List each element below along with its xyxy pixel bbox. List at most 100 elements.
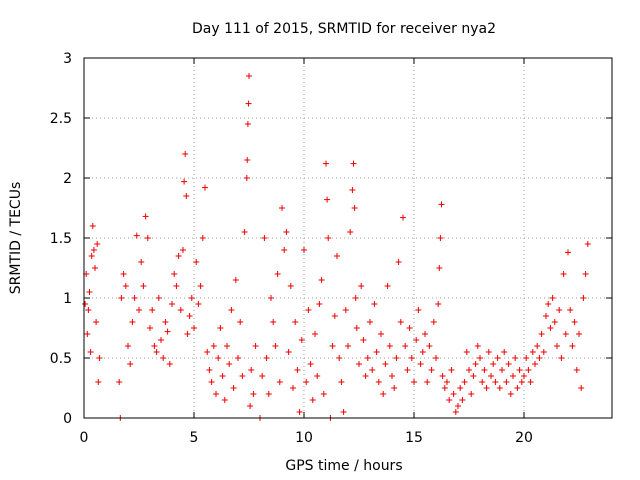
data-point bbox=[551, 319, 558, 325]
data-point bbox=[191, 325, 197, 331]
data-point bbox=[481, 367, 488, 373]
data-point bbox=[283, 229, 290, 235]
data-point bbox=[560, 271, 567, 277]
data-point bbox=[395, 259, 402, 265]
data-point bbox=[345, 343, 351, 349]
data-point bbox=[518, 379, 525, 385]
data-point bbox=[245, 100, 252, 107]
data-point bbox=[316, 301, 323, 307]
data-point bbox=[118, 295, 125, 301]
data-point bbox=[292, 319, 299, 325]
data-point bbox=[352, 295, 359, 301]
data-point bbox=[433, 355, 439, 361]
data-point bbox=[428, 367, 435, 373]
data-point bbox=[422, 331, 428, 337]
data-point bbox=[545, 301, 552, 307]
data-point bbox=[274, 271, 281, 277]
data-point bbox=[356, 361, 362, 367]
x-tick-label: 15 bbox=[405, 430, 423, 446]
data-point bbox=[437, 235, 444, 241]
data-point bbox=[523, 355, 530, 361]
data-point bbox=[474, 343, 481, 349]
data-point bbox=[268, 295, 274, 301]
data-point bbox=[389, 373, 395, 379]
data-point bbox=[82, 301, 89, 307]
data-point bbox=[247, 403, 254, 409]
data-point bbox=[415, 307, 422, 313]
data-point bbox=[217, 325, 224, 331]
data-point bbox=[521, 373, 527, 379]
data-point bbox=[164, 328, 171, 335]
data-point bbox=[565, 249, 571, 256]
data-point bbox=[406, 325, 413, 331]
data-point bbox=[455, 403, 461, 409]
data-point bbox=[567, 307, 574, 313]
data-point bbox=[199, 235, 206, 241]
data-point bbox=[87, 349, 94, 355]
data-point bbox=[166, 361, 173, 367]
data-point bbox=[298, 337, 305, 343]
data-point bbox=[188, 295, 195, 301]
data-point bbox=[323, 160, 329, 167]
data-point bbox=[402, 343, 409, 349]
data-point bbox=[202, 184, 208, 191]
data-point bbox=[580, 295, 587, 301]
data-point bbox=[532, 361, 538, 367]
data-point bbox=[393, 355, 400, 361]
data-point bbox=[558, 355, 565, 361]
data-point bbox=[369, 367, 376, 373]
x-tick-label: 0 bbox=[80, 430, 89, 446]
data-point bbox=[158, 337, 164, 343]
data-point bbox=[527, 379, 534, 385]
data-point bbox=[400, 214, 406, 221]
x-tick-labels: 0 5 10 15 20 bbox=[80, 430, 533, 446]
data-point bbox=[239, 373, 246, 379]
data-point bbox=[408, 355, 415, 361]
data-point bbox=[208, 379, 215, 385]
data-point bbox=[93, 319, 100, 325]
data-point bbox=[441, 385, 448, 391]
data-point bbox=[248, 367, 255, 373]
x-tick-label: 10 bbox=[295, 430, 313, 446]
data-point bbox=[362, 373, 369, 379]
data-point bbox=[382, 361, 389, 367]
data-point bbox=[510, 373, 516, 379]
data-point bbox=[411, 379, 417, 385]
data-point bbox=[235, 355, 241, 361]
data-point bbox=[331, 313, 338, 319]
data-point bbox=[496, 385, 503, 391]
data-point bbox=[88, 253, 95, 259]
data-point bbox=[294, 367, 301, 373]
data-point bbox=[147, 325, 153, 331]
axis-ticks bbox=[83, 57, 612, 419]
data-point bbox=[578, 385, 585, 391]
data-point bbox=[426, 343, 433, 349]
data-point bbox=[173, 283, 180, 289]
data-point bbox=[459, 397, 466, 403]
data-point bbox=[503, 379, 510, 385]
data-point bbox=[424, 379, 431, 385]
data-point bbox=[224, 343, 230, 349]
data-point bbox=[543, 313, 549, 319]
data-point bbox=[193, 259, 200, 265]
data-point bbox=[461, 379, 468, 385]
data-point bbox=[324, 196, 331, 203]
data-point bbox=[446, 397, 453, 403]
data-point bbox=[318, 277, 325, 283]
data-point bbox=[127, 361, 134, 367]
data-point bbox=[358, 283, 365, 289]
data-point bbox=[391, 385, 398, 391]
data-point bbox=[84, 331, 91, 337]
data-point bbox=[457, 385, 464, 391]
data-point bbox=[96, 355, 103, 361]
data-point bbox=[512, 355, 519, 361]
data-point bbox=[140, 283, 147, 289]
data-point bbox=[186, 313, 193, 319]
data-point bbox=[438, 201, 445, 208]
data-point bbox=[452, 409, 459, 415]
data-point bbox=[325, 235, 332, 241]
data-point bbox=[155, 295, 162, 301]
data-point bbox=[554, 343, 560, 349]
data-point bbox=[221, 397, 228, 403]
data-point bbox=[525, 367, 532, 373]
